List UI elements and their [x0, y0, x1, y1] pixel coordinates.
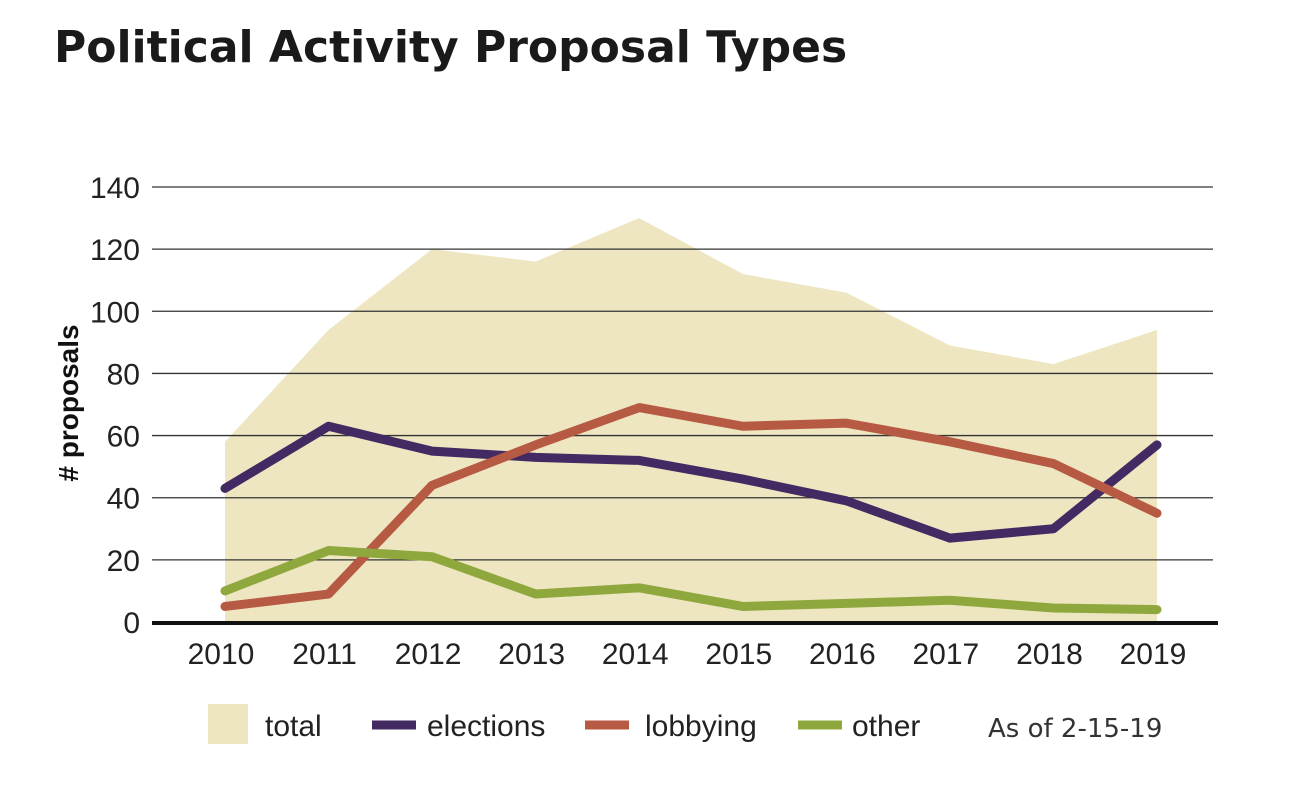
x-tick-label: 2014	[602, 638, 669, 671]
legend-label-lobbying: lobbying	[645, 710, 757, 743]
x-tick-label: 2019	[1120, 638, 1187, 671]
x-tick-label: 2018	[1016, 638, 1083, 671]
series-line-elections	[220, 421, 1162, 543]
series-line-lobbying	[220, 403, 1162, 611]
y-tick-label: 20	[107, 545, 140, 578]
y-tick-label: 60	[107, 421, 140, 454]
y-tick-label: 0	[123, 607, 140, 640]
x-tick-label: 2011	[292, 638, 357, 671]
series-line-other	[220, 546, 1162, 615]
chart-title: Political Activity Proposal Types	[54, 22, 848, 73]
y-tick-label: 140	[90, 172, 140, 205]
legend-label-other: other	[852, 710, 920, 743]
legend-swatch-total	[208, 704, 248, 744]
as-of-note: As of 2-15-19	[988, 714, 1162, 744]
x-tick-label: 2012	[395, 638, 462, 671]
x-tick-label: 2015	[705, 638, 772, 671]
y-tick-label: 80	[107, 358, 140, 391]
y-tick-label: 40	[107, 483, 140, 516]
y-axis-label: # proposals	[53, 324, 84, 481]
x-tick-label: 2010	[188, 638, 255, 671]
x-tick-label: 2013	[498, 638, 565, 671]
x-tick-label: 2017	[913, 638, 980, 671]
x-tick-label: 2016	[809, 638, 876, 671]
legend-label-total: total	[265, 710, 322, 743]
legend-label-elections: elections	[427, 710, 545, 743]
y-tick-label: 120	[90, 234, 140, 267]
y-tick-label: 100	[90, 296, 140, 329]
